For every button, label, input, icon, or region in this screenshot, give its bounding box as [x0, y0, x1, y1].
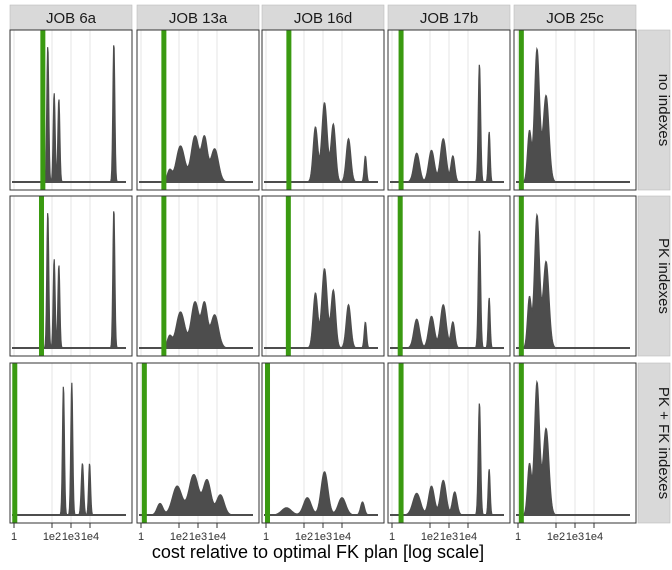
panel-pk-fk-indexes-job-25c: [513, 362, 637, 524]
strip-label-job-16d: JOB 16d: [294, 10, 352, 27]
panel-no-indexes-job-6a: [9, 29, 133, 191]
density-area: [264, 471, 378, 516]
panel-pk-fk-indexes-job-16d: [261, 362, 385, 524]
panel-border: [513, 195, 637, 357]
panel-border: [261, 195, 385, 357]
panel-pk-indexes-job-13a: [136, 195, 260, 357]
panel-pk-indexes-job-6a: [9, 195, 133, 357]
x-tick-label-1e4: 1e4: [333, 531, 351, 543]
strip-label-job-13a: JOB 13a: [169, 10, 228, 27]
x-axis-title: cost relative to optimal FK plan [log sc…: [152, 542, 484, 562]
x-tick-label-1e4: 1e4: [459, 531, 477, 543]
x-tick-label-1e3: 1e3: [566, 531, 584, 543]
x-tick-label-1: 1: [11, 531, 17, 543]
x-tick-label-1e3: 1e3: [189, 531, 207, 543]
strip-label-pk-fk-indexes: PK + FK indexes: [655, 387, 672, 499]
panel-border: [9, 195, 133, 357]
x-tick-label-1: 1: [389, 531, 395, 543]
strip-label-pk-indexes: PK indexes: [655, 238, 672, 314]
x-tick-label-1e2: 1e2: [170, 531, 188, 543]
strip-job-17b: [387, 4, 511, 31]
x-tick-label-1e2: 1e2: [43, 531, 61, 543]
panel-border: [261, 29, 385, 191]
x-tick-label-1: 1: [138, 531, 144, 543]
x-tick-label-1e3: 1e3: [314, 531, 332, 543]
x-tick-label-1e4: 1e4: [208, 531, 226, 543]
panel-border: [136, 195, 260, 357]
panel-border: [9, 29, 133, 191]
strip-job-13a: [136, 4, 260, 31]
strip-pk-indexes: [637, 195, 671, 357]
x-tick-label-1e2: 1e2: [547, 531, 565, 543]
strip-label-no-indexes: no indexes: [655, 74, 672, 147]
panel-no-indexes-job-25c: [513, 29, 637, 191]
panel-pk-indexes-job-17b: [387, 195, 511, 357]
panel-border: [513, 29, 637, 191]
x-tick-label-1e3: 1e3: [440, 531, 458, 543]
x-tick-label-1e2: 1e2: [421, 531, 439, 543]
panel-pk-indexes-job-16d: [261, 195, 385, 357]
panel-pk-fk-indexes-job-17b: [387, 362, 511, 524]
x-tick-label-1: 1: [263, 531, 269, 543]
strip-label-job-17b: JOB 17b: [420, 10, 478, 27]
x-tick-label-1e4: 1e4: [585, 531, 603, 543]
panel-pk-indexes-job-25c: [513, 195, 637, 357]
panel-border: [387, 195, 511, 357]
strip-pk-fk-indexes: [637, 362, 671, 524]
panel-no-indexes-job-13a: [136, 29, 260, 191]
x-tick-label-1e3: 1e3: [62, 531, 80, 543]
panel-pk-fk-indexes-job-13a: [136, 362, 260, 524]
strip-job-6a: [9, 4, 133, 31]
panel-border: [387, 29, 511, 191]
panel-no-indexes-job-17b: [387, 29, 511, 191]
panel-pk-fk-indexes-job-6a: [9, 362, 133, 524]
panel-no-indexes-job-16d: [261, 29, 385, 191]
x-tick-label-1e2: 1e2: [295, 531, 313, 543]
strip-label-job-6a: JOB 6a: [46, 10, 97, 27]
panel-border: [136, 29, 260, 191]
strip-job-16d: [261, 4, 385, 31]
x-tick-label-1: 1: [515, 531, 521, 543]
strip-no-indexes: [637, 29, 671, 191]
strip-label-job-25c: JOB 25c: [546, 10, 604, 27]
x-tick-label-1e4: 1e4: [81, 531, 99, 543]
